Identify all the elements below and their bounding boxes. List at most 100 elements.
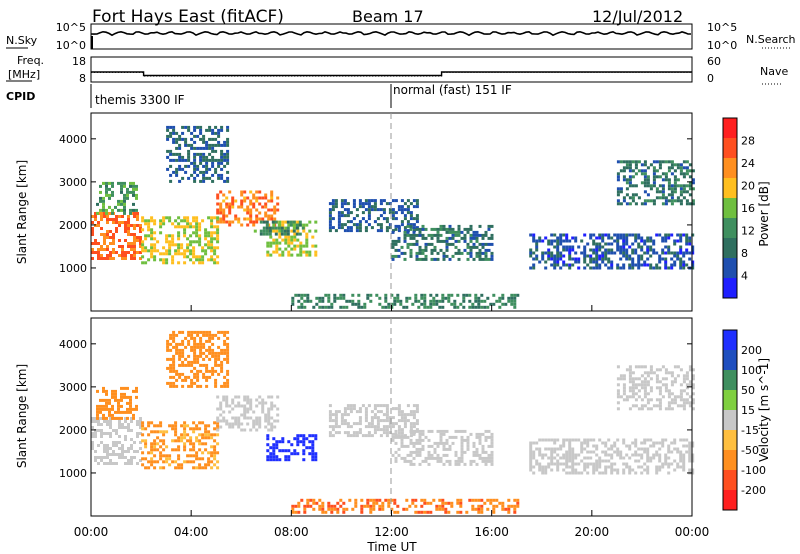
data-cell [481,450,485,454]
data-cell [127,218,130,221]
data-cell [423,501,427,505]
data-cell [318,299,322,303]
data-cell [631,389,635,393]
data-cell [637,465,641,469]
data-cell [159,219,163,223]
data-cell [168,249,172,253]
data-cell [147,225,151,229]
xtick-label: 00:00 [675,525,710,539]
data-cell [367,425,371,429]
data-cell [393,302,397,306]
data-cell [172,336,176,340]
data-cell [210,216,214,220]
data-cell [583,260,587,264]
velocity-colorbar-label: Velocity [m s^-1] [757,358,771,462]
data-cell [195,427,199,431]
data-cell [195,219,199,223]
data-cell [105,407,108,411]
data-cell [196,152,200,156]
data-cell [457,257,461,261]
data-cell [308,253,312,257]
colorbar-segment [723,258,737,278]
data-cell [610,260,614,264]
data-cell [640,471,644,475]
data-cell [442,447,446,451]
data-cell [490,450,494,454]
data-cell [144,442,148,446]
data-cell [415,441,419,445]
data-cell [691,441,695,445]
data-cell [556,251,560,255]
data-cell [550,450,554,454]
data-cell [415,419,419,423]
data-cell [328,211,332,215]
data-cell [175,348,179,352]
data-cell [403,251,407,255]
data-cell [91,417,94,420]
data-cell [495,504,499,508]
data-cell [202,170,206,174]
data-cell [216,231,220,235]
data-cell [334,205,338,209]
data-cell [634,383,638,387]
colorbar-tick-label: 200 [741,344,762,357]
data-cell [174,427,178,431]
data-cell [562,239,566,243]
data-cell [144,457,148,461]
data-cell [186,255,190,259]
data-cell [513,299,517,303]
data-cell [166,342,170,346]
data-cell [281,220,285,224]
data-cell [216,234,220,238]
data-cell [373,431,377,435]
data-cell [343,199,347,203]
data-cell [673,468,677,472]
data-cell [124,450,127,453]
data-cell [181,167,185,171]
data-cell [625,163,629,167]
data-cell [234,199,238,203]
data-cell [426,305,430,309]
data-cell [178,372,182,376]
data-cell [300,296,304,300]
data-cell [115,227,118,230]
data-cell [97,257,100,260]
data-cell [646,392,650,396]
data-cell [106,233,109,236]
data-cell [132,184,135,188]
data-cell [373,205,377,209]
data-cell [159,222,163,226]
data-cell [412,242,416,246]
data-cell [249,416,253,420]
data-cell [225,205,229,209]
data-cell [223,179,227,183]
data-cell [568,465,572,469]
data-cell [94,420,97,423]
data-cell [478,456,482,460]
data-cell [330,305,334,309]
data-cell [622,392,626,396]
data-cell [211,131,215,135]
data-cell [343,431,347,435]
data-cell [640,383,644,387]
data-cell [314,244,318,248]
data-cell [246,217,250,221]
data-cell [192,240,196,244]
data-cell [643,184,647,188]
data-cell [177,445,181,449]
data-cell [275,250,279,254]
data-cell [480,510,484,514]
data-cell [199,354,203,358]
data-cell [492,504,496,508]
data-cell [691,368,695,372]
data-cell [529,254,533,258]
data-cell [369,510,373,514]
data-cell [646,401,650,405]
data-cell [327,296,331,300]
data-cell [189,460,193,464]
data-cell [460,450,464,454]
data-cell [516,504,520,508]
data-cell [532,453,536,457]
data-cell [670,263,674,267]
data-cell [646,438,650,442]
